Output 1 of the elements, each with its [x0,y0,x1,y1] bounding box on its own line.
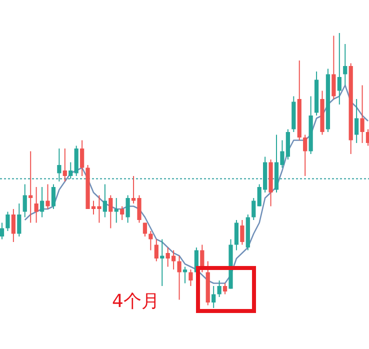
annotation: 4个月 [112,291,160,312]
